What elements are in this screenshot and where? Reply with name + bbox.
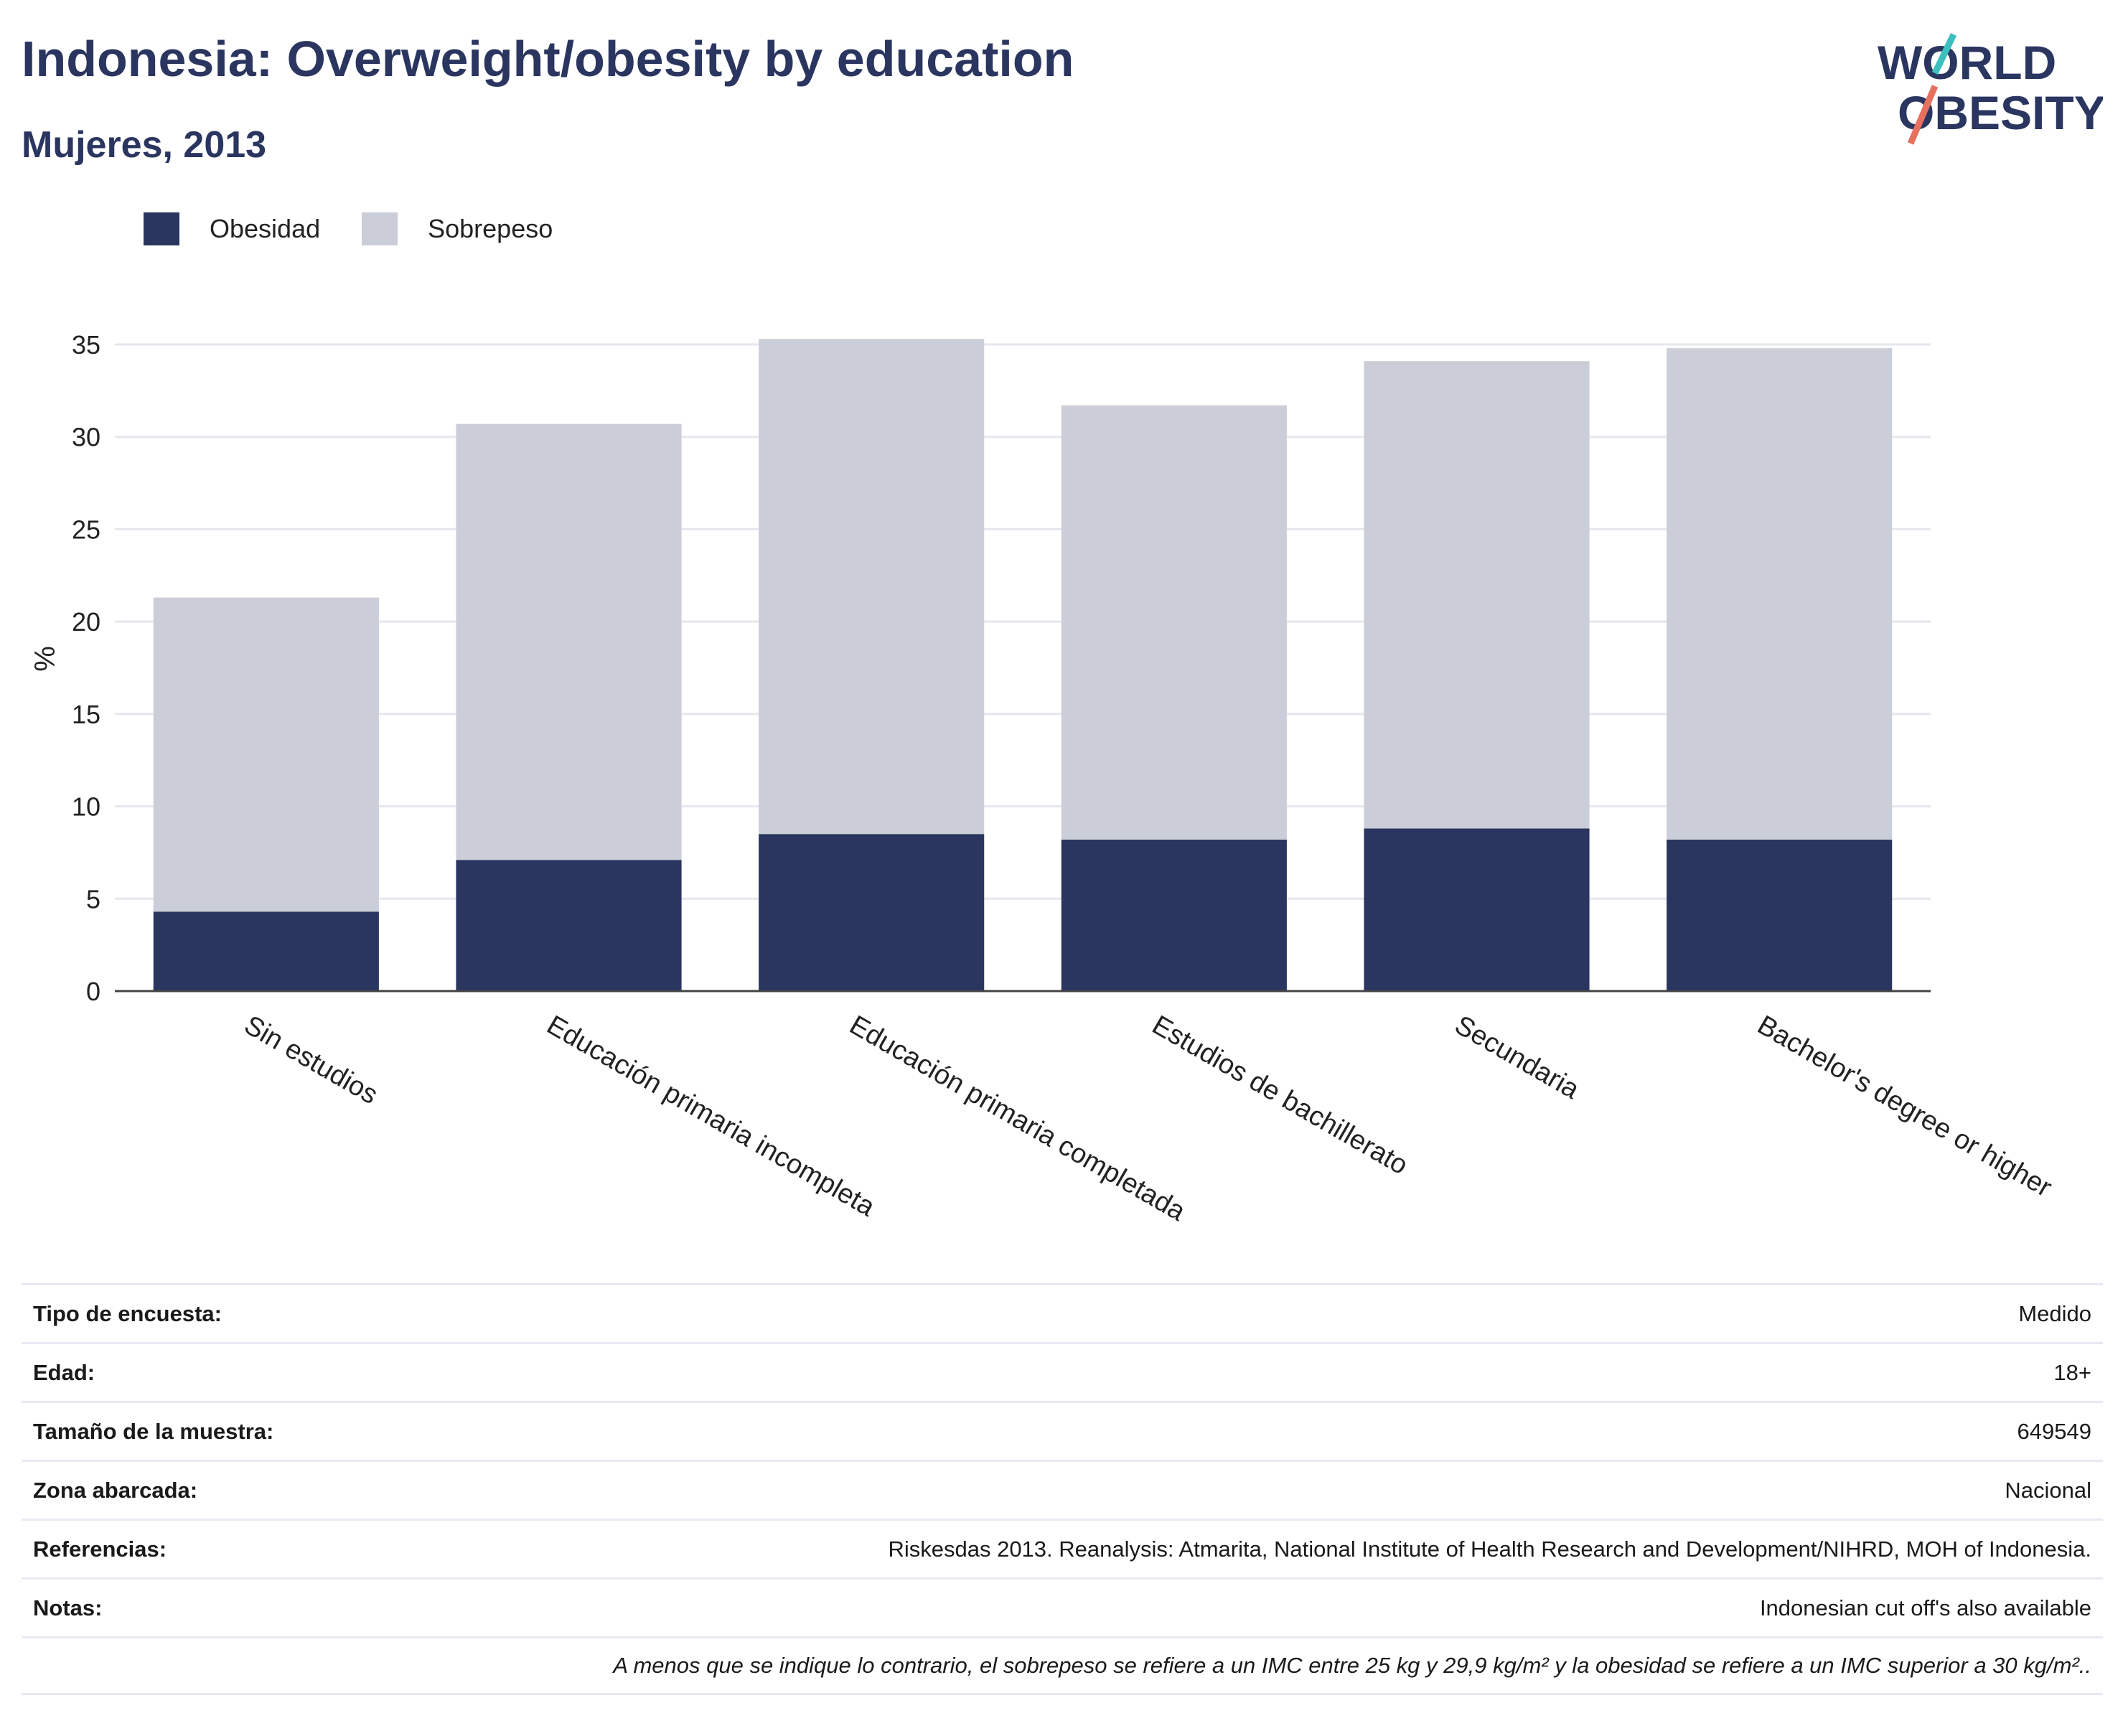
bar-obesidad-5[interactable] <box>1667 839 1893 991</box>
y-tick-label: 35 <box>72 330 100 360</box>
bar-obesidad-0[interactable] <box>153 911 379 991</box>
info-label: Notas: <box>33 1595 103 1620</box>
legend-item-sobrepeso[interactable]: Sobrepeso <box>362 212 553 245</box>
bar-sobrepeso-4[interactable] <box>1364 361 1590 829</box>
bar-sobrepeso-5[interactable] <box>1667 348 1893 840</box>
page-subtitle: Mujeres, 2013 <box>22 124 267 166</box>
bar-sobrepeso-3[interactable] <box>1061 405 1287 840</box>
info-table: Tipo de encuesta: Medido Edad: 18+ Tamañ… <box>22 1283 2103 1695</box>
info-row-area: Zona abarcada: Nacional <box>22 1460 2103 1519</box>
info-label: Edad: <box>33 1359 95 1385</box>
info-label: Tipo de encuesta: <box>33 1300 222 1326</box>
info-row-references: Referencias: Riskesdas 2013. Reanalysis:… <box>22 1519 2103 1577</box>
info-value: 649549 <box>2017 1418 2091 1444</box>
bar-sobrepeso-0[interactable] <box>153 597 379 912</box>
info-value: Indonesian cut off's also available <box>1759 1595 2091 1620</box>
bar-sobrepeso-2[interactable] <box>759 339 985 835</box>
x-tick-label: Sin estudios <box>239 1010 383 1110</box>
y-tick-label: 30 <box>72 423 100 452</box>
legend-swatch-sobrepeso <box>362 212 398 245</box>
info-row-sample-size: Tamaño de la muestra: 649549 <box>22 1401 2103 1460</box>
y-tick-label: 25 <box>72 515 100 544</box>
grid-lines <box>115 343 1931 900</box>
world-obesity-logo: WORLD OBESITY <box>1878 33 2103 145</box>
logo-slash-teal <box>1931 33 1957 75</box>
info-value: Riskesdas 2013. Reanalysis: Atmarita, Na… <box>888 1536 2091 1562</box>
y-tick-label: 20 <box>72 607 100 637</box>
info-value: Nacional <box>2005 1477 2091 1503</box>
logo-word-world: WORLD <box>1878 36 2056 89</box>
x-tick-label: Estudios de bachillerato <box>1147 1010 1412 1181</box>
bar-chart: 0 5 10 15 20 25 30 35 Sin estudios Educación pri… <box>29 330 2057 1227</box>
x-axis-labels: Sin estudios Educación primaria incomplet… <box>239 1010 2057 1227</box>
y-tick-label: 15 <box>72 700 100 729</box>
info-value: Medido <box>2018 1300 2091 1326</box>
y-tick-label: 5 <box>86 884 100 914</box>
info-value: 18+ <box>2053 1359 2091 1385</box>
info-label: Zona abarcada: <box>33 1477 198 1503</box>
x-tick-label: Educación primaria completada <box>844 1010 1191 1227</box>
x-tick-label: Secundaria <box>1450 1010 1585 1105</box>
bar-obesidad-4[interactable] <box>1364 828 1590 991</box>
y-axis-ticks: 0 5 10 15 20 25 30 35 <box>72 330 100 1006</box>
x-tick-label: Educación primaria incompleta <box>542 1010 881 1223</box>
legend-label-obesidad: Obesidad <box>210 214 321 243</box>
legend-item-obesidad[interactable]: Obesidad <box>144 212 320 245</box>
info-label: Tamaño de la muestra: <box>33 1418 274 1444</box>
bars <box>153 339 1893 991</box>
x-tick-label: Bachelor's degree or higher <box>1752 1010 2057 1203</box>
legend-swatch-obesidad <box>144 212 179 245</box>
bar-sobrepeso-1[interactable] <box>456 423 682 860</box>
y-tick-label: 0 <box>86 977 100 1006</box>
info-row-notes: Notas: Indonesian cut off's also availab… <box>22 1577 2103 1636</box>
y-axis-label: % <box>29 646 61 672</box>
legend-label-sobrepeso: Sobrepeso <box>428 214 553 243</box>
logo-slash-coral <box>1907 85 1939 145</box>
info-label: Referencias: <box>33 1536 167 1562</box>
info-row-age: Edad: 18+ <box>22 1342 2103 1401</box>
info-row-survey-type: Tipo de encuesta: Medido <box>22 1283 2103 1342</box>
bar-obesidad-2[interactable] <box>759 834 985 991</box>
chart-legend: Obesidad Sobrepeso <box>144 212 594 245</box>
bar-obesidad-3[interactable] <box>1061 839 1287 991</box>
page-title: Indonesia: Overweight/obesity by educati… <box>22 31 1074 87</box>
y-tick-label: 10 <box>72 792 100 822</box>
bar-obesidad-1[interactable] <box>456 860 682 991</box>
footnote: A menos que se indique lo contrario, el … <box>22 1636 2103 1695</box>
